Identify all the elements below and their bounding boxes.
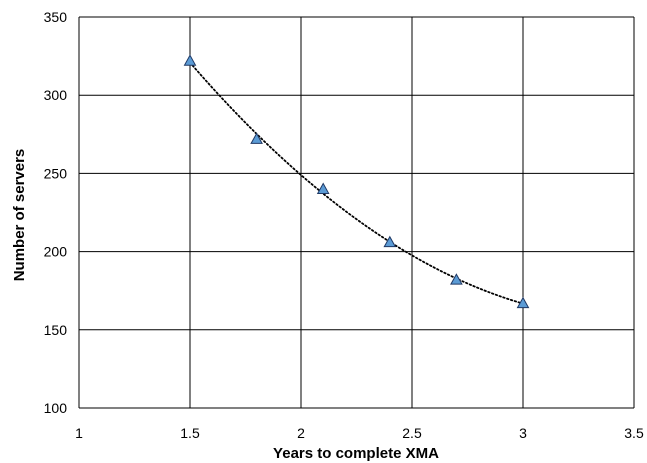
y-tick-labels: 100 150 200 250 300 350	[44, 9, 68, 416]
y-tick-label: 250	[44, 165, 68, 181]
y-tick-label: 100	[44, 400, 68, 416]
data-point-triangle	[450, 273, 463, 285]
y-tick-label: 300	[44, 87, 68, 103]
x-tick-label: 1	[75, 425, 83, 441]
y-axis-title: Number of servers	[11, 149, 28, 282]
y-tick-label: 350	[44, 9, 68, 25]
x-tick-label: 3	[519, 425, 527, 441]
trendline	[189, 61, 524, 305]
x-axis-title: Years to complete XMA	[273, 445, 439, 462]
trendline-layer	[189, 61, 524, 305]
data-point-triangle	[516, 296, 530, 309]
x-tick-label: 2	[297, 425, 305, 441]
data-point-triangle	[250, 132, 263, 144]
x-tick-label: 3.5	[624, 425, 644, 441]
data-point-triangle	[383, 235, 397, 248]
data-point-triangle	[316, 182, 330, 194]
y-tick-label: 150	[44, 322, 68, 338]
gridlines	[78, 16, 635, 409]
x-tick-label: 1.5	[180, 425, 200, 441]
x-tick-labels: 1 1.5 2 2.5 3 3.5	[75, 425, 644, 441]
x-tick-label: 2.5	[402, 425, 422, 441]
data-points	[183, 54, 530, 309]
data-point-triangle	[183, 54, 197, 66]
y-tick-label: 200	[44, 244, 68, 260]
